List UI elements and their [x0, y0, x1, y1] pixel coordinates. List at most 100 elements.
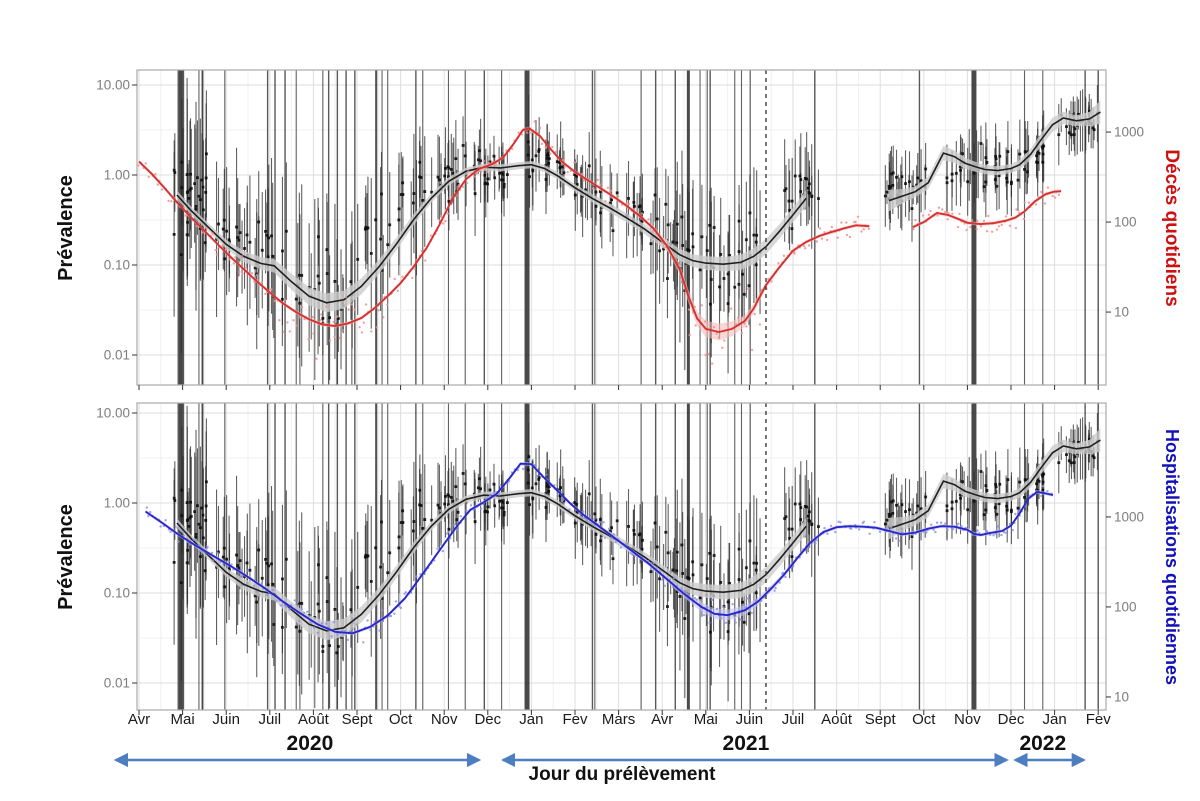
data-point	[297, 601, 301, 605]
raw-daily-dot	[351, 617, 354, 620]
data-point	[455, 518, 459, 522]
y-right-tick-label: 100	[1114, 599, 1137, 614]
data-point	[747, 284, 751, 288]
raw-daily-dot	[655, 566, 658, 569]
data-point	[793, 502, 797, 506]
raw-daily-dot	[228, 258, 231, 261]
data-point	[959, 496, 962, 500]
data-point	[726, 630, 730, 633]
year-label: 2021	[723, 732, 770, 755]
panel-top-deaths: 10.00 1.00 0.10 0.01 1000 100 10	[96, 69, 1144, 390]
data-point	[615, 191, 619, 195]
data-point	[203, 241, 207, 245]
data-point	[664, 202, 668, 206]
data-point	[788, 208, 791, 212]
data-point	[1005, 504, 1008, 508]
data-point	[369, 252, 373, 255]
data-point	[397, 535, 401, 539]
raw-daily-dot	[583, 517, 586, 520]
y-right-tick-label: 10	[1114, 305, 1129, 320]
raw-daily-dot	[341, 329, 344, 332]
raw-daily-dot	[951, 528, 955, 531]
raw-daily-dot	[633, 208, 636, 211]
data-point	[575, 502, 578, 506]
data-point	[419, 504, 423, 507]
data-point	[798, 502, 802, 506]
data-point	[748, 539, 752, 543]
data-point	[691, 232, 695, 236]
data-point	[598, 190, 602, 193]
raw-daily-dot	[160, 188, 164, 191]
data-point	[632, 528, 636, 532]
data-point	[325, 272, 329, 275]
y-axis-title-bottom: Prévalence	[55, 504, 77, 610]
data-point	[979, 470, 983, 473]
data-point	[493, 176, 497, 180]
data-point	[227, 238, 231, 242]
raw-daily-dot	[399, 606, 402, 610]
data-point	[799, 178, 803, 182]
data-point	[649, 242, 653, 246]
raw-daily-dot	[380, 608, 383, 612]
data-point	[501, 172, 505, 176]
raw-daily-dot	[528, 131, 531, 134]
data-point	[784, 515, 788, 519]
data-point	[900, 175, 904, 179]
data-point	[744, 566, 748, 570]
data-point	[335, 651, 339, 655]
data-point	[1023, 168, 1026, 171]
raw-daily-dot	[723, 339, 726, 342]
data-point	[201, 208, 205, 212]
data-point	[253, 594, 257, 598]
raw-daily-dot	[194, 539, 198, 542]
data-point	[380, 596, 384, 600]
data-point	[1067, 459, 1071, 463]
raw-daily-dot	[227, 560, 230, 563]
raw-daily-dot	[914, 218, 917, 222]
data-point	[194, 204, 198, 208]
data-point	[1067, 131, 1071, 135]
raw-daily-dot	[253, 280, 256, 283]
data-point	[454, 485, 458, 489]
raw-daily-dot	[404, 591, 408, 594]
data-point	[709, 630, 712, 634]
data-point	[691, 245, 695, 249]
data-point	[430, 190, 434, 194]
data-point	[608, 529, 612, 533]
data-point	[888, 515, 891, 518]
data-point	[1092, 456, 1096, 460]
data-point	[573, 173, 577, 176]
month-tick-label: Sept	[865, 711, 897, 728]
raw-daily-dot	[566, 171, 569, 174]
month-tick-label: Juin	[212, 711, 240, 728]
raw-daily-dot	[206, 545, 209, 549]
data-point	[700, 235, 704, 239]
data-point	[547, 490, 551, 493]
raw-daily-dot	[820, 237, 824, 240]
data-point	[675, 241, 679, 245]
data-point	[680, 543, 684, 547]
data-point	[737, 578, 741, 581]
raw-daily-dot	[369, 628, 372, 632]
raw-daily-dot	[362, 641, 365, 644]
raw-daily-dot	[730, 307, 733, 310]
raw-daily-dot	[293, 599, 296, 602]
data-point	[610, 198, 614, 202]
month-tick-label: Mai	[171, 711, 195, 728]
raw-daily-dot	[181, 530, 184, 534]
raw-daily-dot	[211, 559, 214, 562]
data-point	[194, 535, 198, 539]
data-point	[447, 175, 450, 179]
data-point	[594, 190, 598, 194]
raw-daily-dot	[147, 514, 150, 518]
data-point	[366, 554, 370, 558]
raw-daily-dot	[492, 492, 495, 495]
data-point	[317, 235, 320, 239]
data-point	[1018, 480, 1022, 484]
raw-daily-dot	[415, 575, 418, 578]
data-point	[500, 178, 503, 182]
raw-daily-dot	[978, 531, 981, 535]
data-point	[461, 144, 465, 147]
month-tick-label: Fev	[1086, 711, 1112, 728]
data-point	[478, 149, 481, 153]
